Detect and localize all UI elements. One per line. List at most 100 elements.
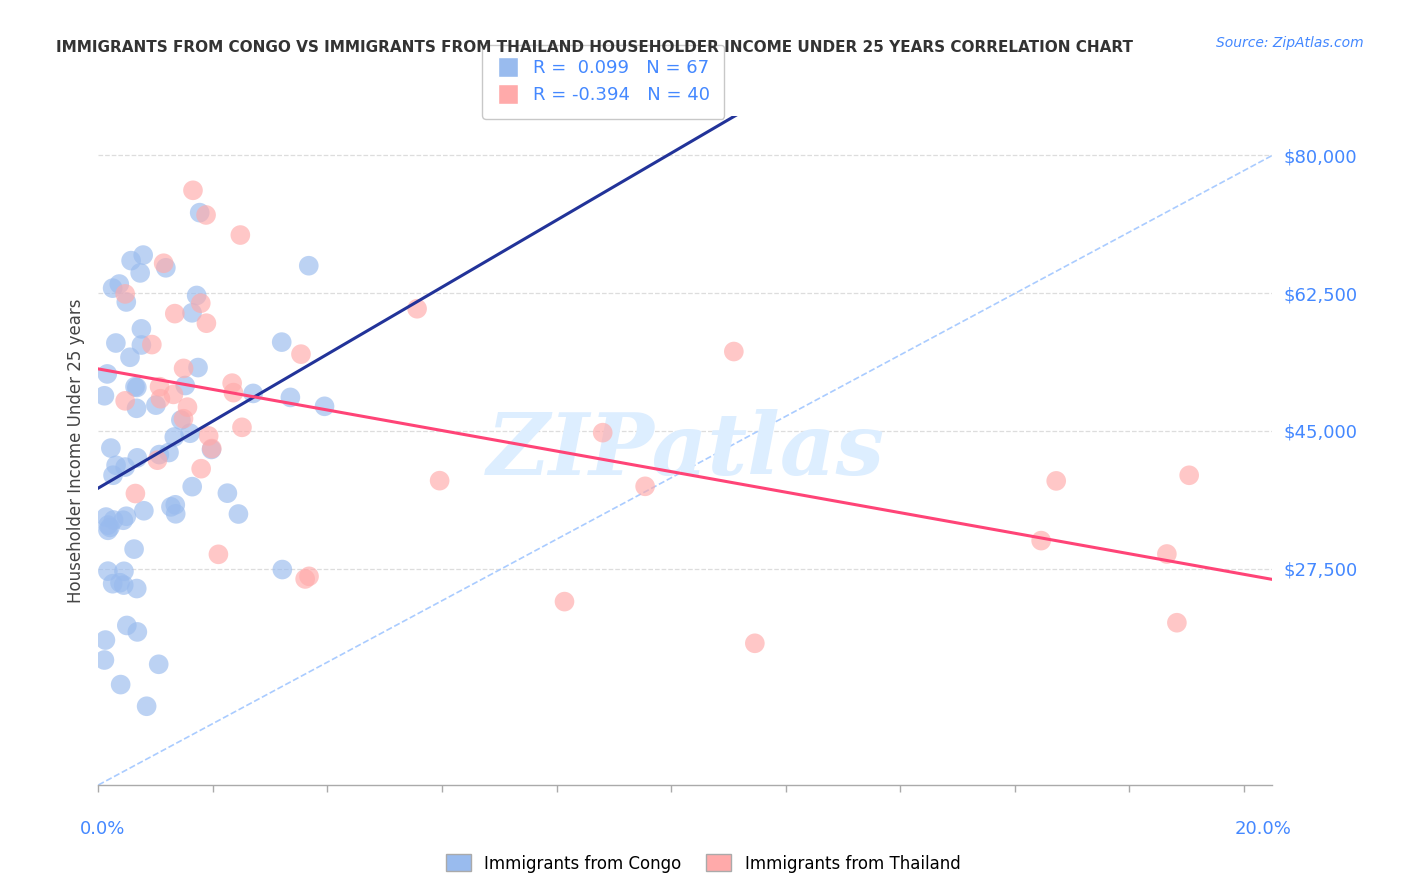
Point: [207, 547, 229, 561]
Point: [188, 205, 211, 219]
Point: [124, 380, 146, 394]
Point: [270, 335, 292, 350]
Point: [231, 420, 253, 434]
Point: [290, 347, 312, 361]
Point: [1031, 533, 1053, 548]
Point: [145, 398, 167, 412]
Point: [723, 344, 745, 359]
Point: [242, 386, 264, 401]
Text: 0.0%: 0.0%: [80, 820, 125, 838]
Point: [122, 542, 145, 557]
Point: [127, 450, 149, 465]
Point: [115, 618, 138, 632]
Point: [124, 486, 146, 500]
Point: [173, 411, 195, 425]
Point: [163, 307, 186, 321]
Point: [190, 461, 212, 475]
Point: [114, 286, 136, 301]
Y-axis label: Householder Income Under 25 years: Householder Income Under 25 years: [66, 298, 84, 603]
Point: [93, 389, 115, 403]
Text: 20.0%: 20.0%: [1234, 820, 1291, 838]
Point: [112, 564, 135, 578]
Point: [298, 569, 321, 583]
Legend: Immigrants from Congo, Immigrants from Thailand: Immigrants from Congo, Immigrants from T…: [439, 847, 967, 880]
Point: [406, 301, 429, 316]
Point: [98, 520, 121, 534]
Point: [228, 507, 250, 521]
Point: [1178, 468, 1201, 483]
Point: [217, 486, 239, 500]
Point: [96, 367, 118, 381]
Point: [127, 624, 149, 639]
Point: [314, 400, 336, 414]
Point: [1045, 474, 1067, 488]
Point: [229, 227, 252, 242]
Point: [129, 266, 152, 280]
Text: Source: ZipAtlas.com: Source: ZipAtlas.com: [1216, 36, 1364, 50]
Point: [118, 351, 141, 365]
Point: [149, 392, 172, 406]
Point: [157, 445, 180, 459]
Point: [173, 361, 195, 376]
Point: [105, 458, 128, 473]
Point: [94, 633, 117, 648]
Point: [221, 376, 243, 391]
Point: [114, 460, 136, 475]
Point: [165, 507, 187, 521]
Point: [160, 500, 183, 514]
Point: [181, 183, 204, 197]
Point: [125, 401, 148, 416]
Point: [100, 441, 122, 455]
Point: [280, 391, 302, 405]
Point: [170, 413, 193, 427]
Point: [120, 253, 142, 268]
Point: [155, 260, 177, 275]
Point: [179, 426, 201, 441]
Point: [190, 296, 212, 310]
Point: [115, 295, 138, 310]
Text: IMMIGRANTS FROM CONGO VS IMMIGRANTS FROM THAILAND HOUSEHOLDER INCOME UNDER 25 YE: IMMIGRANTS FROM CONGO VS IMMIGRANTS FROM…: [56, 40, 1133, 55]
Point: [103, 513, 125, 527]
Point: [298, 259, 321, 273]
Point: [148, 657, 170, 672]
Point: [101, 468, 124, 483]
Point: [135, 699, 157, 714]
Point: [181, 480, 204, 494]
Point: [744, 636, 766, 650]
Point: [553, 594, 575, 608]
Point: [132, 504, 155, 518]
Point: [104, 336, 127, 351]
Point: [187, 360, 209, 375]
Point: [101, 281, 124, 295]
Point: [176, 400, 198, 414]
Point: [97, 564, 120, 578]
Point: [592, 425, 614, 440]
Point: [165, 498, 187, 512]
Point: [197, 429, 219, 443]
Point: [93, 653, 115, 667]
Point: [125, 380, 148, 394]
Point: [201, 442, 224, 456]
Point: [1156, 547, 1178, 561]
Point: [108, 277, 131, 291]
Point: [1166, 615, 1188, 630]
Point: [271, 562, 294, 576]
Point: [115, 509, 138, 524]
Point: [125, 582, 148, 596]
Point: [101, 576, 124, 591]
Point: [195, 316, 218, 330]
Text: ZIPatlas: ZIPatlas: [486, 409, 884, 492]
Point: [174, 378, 197, 392]
Point: [97, 518, 120, 533]
Point: [148, 448, 170, 462]
Point: [152, 256, 174, 270]
Point: [110, 677, 132, 691]
Point: [163, 430, 186, 444]
Point: [131, 322, 153, 336]
Point: [97, 524, 120, 538]
Point: [94, 510, 117, 524]
Point: [222, 385, 245, 400]
Point: [195, 208, 218, 222]
Point: [108, 575, 131, 590]
Point: [112, 578, 135, 592]
